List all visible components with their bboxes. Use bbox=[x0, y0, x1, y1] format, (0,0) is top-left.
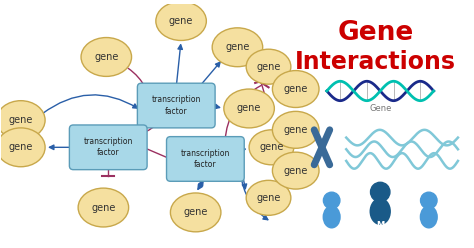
Circle shape bbox=[323, 192, 340, 209]
Text: Gene: Gene bbox=[337, 20, 413, 46]
Text: gene: gene bbox=[283, 125, 308, 135]
Ellipse shape bbox=[0, 101, 45, 140]
Ellipse shape bbox=[156, 1, 206, 40]
FancyBboxPatch shape bbox=[166, 137, 244, 181]
Text: gene: gene bbox=[256, 193, 281, 203]
Text: Interactions: Interactions bbox=[295, 50, 456, 74]
Text: gene: gene bbox=[9, 142, 33, 152]
Ellipse shape bbox=[0, 128, 45, 167]
Ellipse shape bbox=[81, 37, 132, 76]
Circle shape bbox=[371, 182, 390, 202]
Ellipse shape bbox=[78, 188, 128, 227]
Text: transcription
factor: transcription factor bbox=[83, 137, 133, 157]
Text: gene: gene bbox=[283, 166, 308, 176]
Ellipse shape bbox=[246, 49, 291, 84]
FancyBboxPatch shape bbox=[137, 83, 215, 128]
Text: gene: gene bbox=[256, 62, 281, 72]
Text: gene: gene bbox=[169, 16, 193, 26]
Ellipse shape bbox=[246, 180, 291, 215]
Ellipse shape bbox=[419, 205, 438, 228]
Text: gene: gene bbox=[225, 42, 250, 52]
Ellipse shape bbox=[370, 198, 391, 225]
Text: transcription
factor: transcription factor bbox=[152, 95, 201, 116]
Ellipse shape bbox=[249, 130, 294, 165]
Text: gene: gene bbox=[259, 142, 283, 152]
Circle shape bbox=[420, 192, 437, 209]
Text: gene: gene bbox=[237, 103, 261, 113]
Ellipse shape bbox=[273, 111, 319, 148]
Text: gene: gene bbox=[183, 207, 208, 217]
Ellipse shape bbox=[273, 71, 319, 107]
Text: gene: gene bbox=[9, 115, 33, 125]
Text: gene: gene bbox=[283, 84, 308, 94]
Ellipse shape bbox=[224, 89, 274, 128]
Ellipse shape bbox=[212, 28, 263, 67]
Ellipse shape bbox=[273, 152, 319, 189]
Ellipse shape bbox=[323, 205, 341, 228]
Text: M: M bbox=[376, 220, 384, 230]
FancyBboxPatch shape bbox=[69, 125, 147, 170]
Text: Gene: Gene bbox=[369, 104, 392, 113]
Text: gene: gene bbox=[91, 203, 116, 213]
Text: transcription
factor: transcription factor bbox=[181, 149, 230, 169]
Ellipse shape bbox=[171, 193, 221, 232]
Text: gene: gene bbox=[94, 52, 118, 62]
